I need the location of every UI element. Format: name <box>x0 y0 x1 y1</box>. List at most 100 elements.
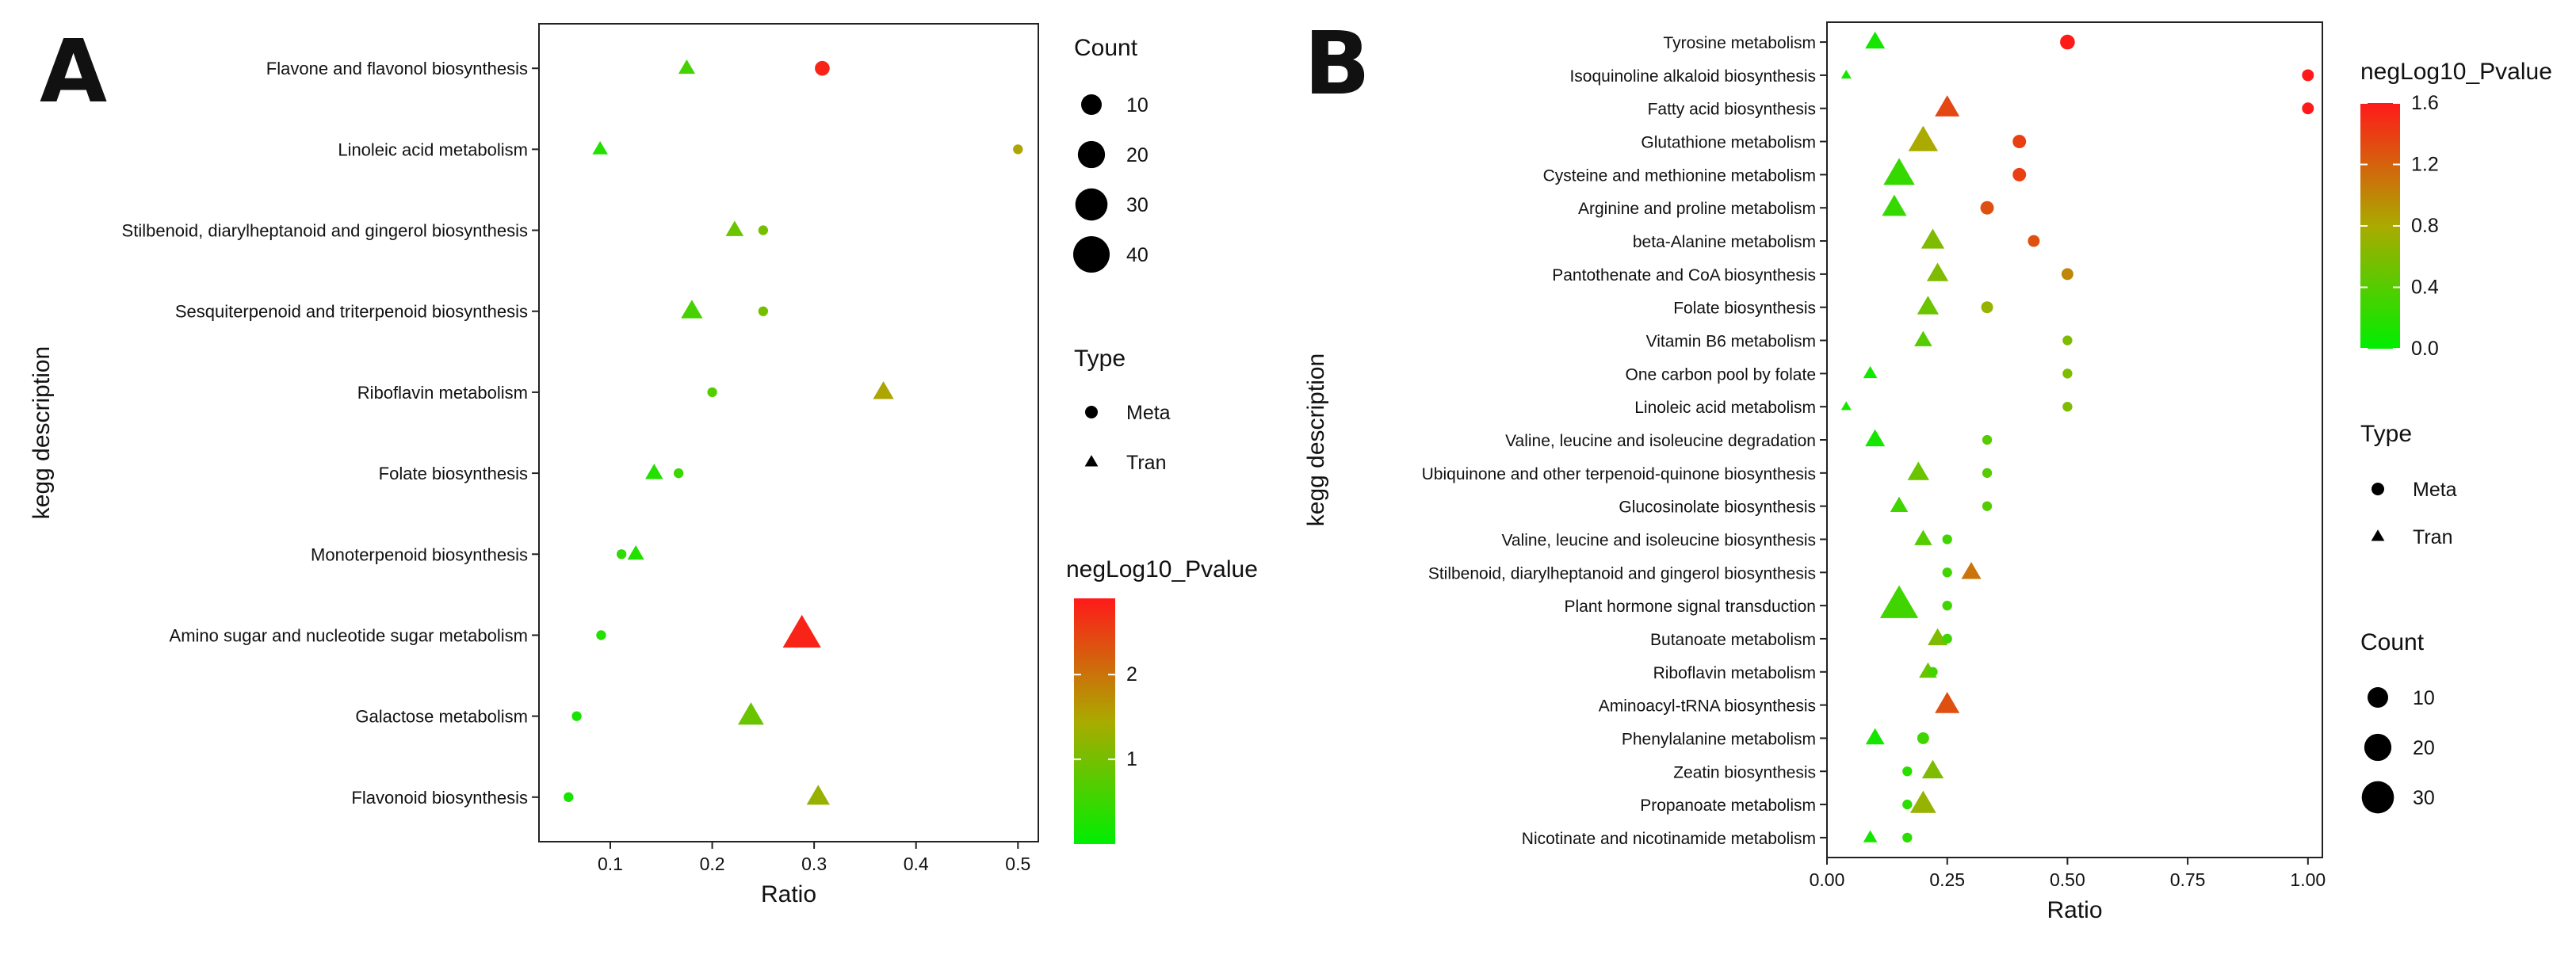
tran-point <box>1840 401 1852 411</box>
count-legend-title: Count <box>1074 35 1138 61</box>
category-label: Nicotinate and nicotinamide metabolism <box>1522 830 1816 848</box>
category-label: Arginine and proline metabolism <box>1578 200 1816 218</box>
meta-point <box>1902 832 1913 843</box>
tran-point <box>1890 496 1909 513</box>
type-legend-key <box>2371 529 2385 541</box>
x-tick-label: 0.3 <box>801 854 827 874</box>
color-bar-label: 1 <box>1126 748 1137 770</box>
tran-point <box>1909 790 1936 813</box>
x-tick-label: 0.25 <box>1929 869 1965 890</box>
meta-point <box>1013 144 1023 155</box>
color-bar-label: 1.6 <box>2411 92 2439 114</box>
type-legend-label: Tran <box>1126 452 1166 474</box>
category-label: Monoterpenoid biosynthesis <box>311 544 528 564</box>
x-tick-label: 0.4 <box>904 854 929 874</box>
category-label: Butanoate metabolism <box>1650 631 1816 649</box>
tran-point <box>1908 125 1939 151</box>
color-legend-title: negLog10_Pvalue <box>2360 59 2552 85</box>
count-legend-key <box>2364 733 2392 762</box>
tran-point <box>1882 194 1907 216</box>
meta-point <box>2302 102 2314 115</box>
meta-point <box>2012 135 2027 149</box>
panel-letter: B <box>1304 13 1370 114</box>
color-bar-label: 0.8 <box>2411 215 2439 237</box>
tran-point <box>1926 262 1949 281</box>
x-tick-label: 0.00 <box>1810 869 1845 890</box>
category-label: Linoleic acid metabolism <box>1634 399 1816 417</box>
tran-point <box>592 140 608 155</box>
x-tick-label: 0.50 <box>2050 869 2085 890</box>
category-label: Riboflavin metabolism <box>357 383 528 403</box>
category-label: Tyrosine metabolism <box>1663 34 1816 52</box>
x-tick-label: 0.75 <box>2170 869 2206 890</box>
category-label: Valine, leucine and isoleucine degradati… <box>1505 432 1816 450</box>
category-label: beta-Alanine metabolism <box>1633 233 1816 251</box>
meta-point <box>596 630 606 640</box>
meta-point <box>616 549 627 560</box>
meta-point <box>1980 201 1994 215</box>
meta-point <box>1917 732 1929 744</box>
meta-point <box>2061 268 2073 281</box>
tran-point <box>1863 830 1878 842</box>
panel-letter: A <box>40 21 107 122</box>
category-label: Phenylalanine metabolism <box>1622 730 1816 748</box>
category-label: Isoquinoline alkaloid biosynthesis <box>1569 67 1816 86</box>
category-label: Sesquiterpenoid and triterpenoid biosynt… <box>175 302 528 322</box>
color-bar-label: 0.4 <box>2411 277 2439 299</box>
meta-point <box>673 468 684 479</box>
category-label: Propanoate metabolism <box>1640 796 1816 815</box>
panel-a: A Flavone and flavonol biosynthesis Linole… <box>29 21 1258 907</box>
category-label: Flavonoid biosynthesis <box>351 788 528 808</box>
x-tick-label: 0.1 <box>598 854 623 874</box>
tran-point <box>782 614 821 648</box>
category-label: Folate biosynthesis <box>1673 300 1816 318</box>
meta-point <box>571 711 582 721</box>
panel-b: B Tyrosine metabolism Isoquinoline alkaloi… <box>1303 13 2552 923</box>
meta-point <box>1982 434 1993 445</box>
tran-point <box>806 785 830 805</box>
tran-point <box>725 220 744 236</box>
tran-point <box>627 545 644 560</box>
meta-point <box>1902 766 1913 777</box>
count-legend-label: 20 <box>2413 737 2435 759</box>
count-legend-key <box>1075 188 1108 221</box>
count-legend-label: 40 <box>1126 244 1148 266</box>
tran-point <box>1914 529 1932 545</box>
tran-point <box>1935 692 1960 713</box>
tran-point <box>1914 330 1932 346</box>
count-legend-key <box>1081 94 1102 115</box>
meta-point <box>2012 167 2027 181</box>
x-tick-label: 1.00 <box>2290 869 2326 890</box>
meta-point <box>1942 633 1952 644</box>
type-legend-title: Type <box>2360 421 2412 447</box>
type-legend-key <box>1084 455 1099 467</box>
tran-point <box>645 464 663 479</box>
category-label: Zeatin biosynthesis <box>1673 763 1816 781</box>
color-bar <box>1074 598 1115 844</box>
meta-point <box>758 225 769 235</box>
tran-point <box>1935 95 1960 117</box>
count-legend-title: Count <box>2360 629 2425 655</box>
meta-point <box>2302 69 2314 82</box>
type-legend-title: Type <box>1074 346 1126 372</box>
count-legend-label: 20 <box>1126 144 1148 166</box>
x-tick-label: 0.2 <box>700 854 725 874</box>
category-label: Riboflavin metabolism <box>1653 664 1816 682</box>
category-label: Stilbenoid, diarylheptanoid and gingerol… <box>122 221 528 241</box>
meta-point <box>1982 501 1993 511</box>
category-label: Ubiquinone and other terpenoid-quinone b… <box>1422 465 1816 483</box>
x-tick-label: 0.5 <box>1005 854 1030 874</box>
category-label: Pantothenate and CoA biosynthesis <box>1552 266 1816 285</box>
tran-point <box>1865 31 1886 49</box>
meta-point <box>2062 402 2073 412</box>
type-legend-label: Meta <box>1126 402 1171 424</box>
category-label: Glucosinolate biosynthesis <box>1619 499 1816 517</box>
tran-point <box>873 380 894 399</box>
type-legend-label: Tran <box>2413 526 2452 548</box>
count-legend-label: 10 <box>1126 94 1148 117</box>
category-label: Folate biosynthesis <box>379 464 528 483</box>
color-bar-label: 1.2 <box>2411 154 2439 176</box>
category-label: Glutathione metabolism <box>1641 134 1816 152</box>
y-axis-title: kegg description <box>29 346 55 519</box>
